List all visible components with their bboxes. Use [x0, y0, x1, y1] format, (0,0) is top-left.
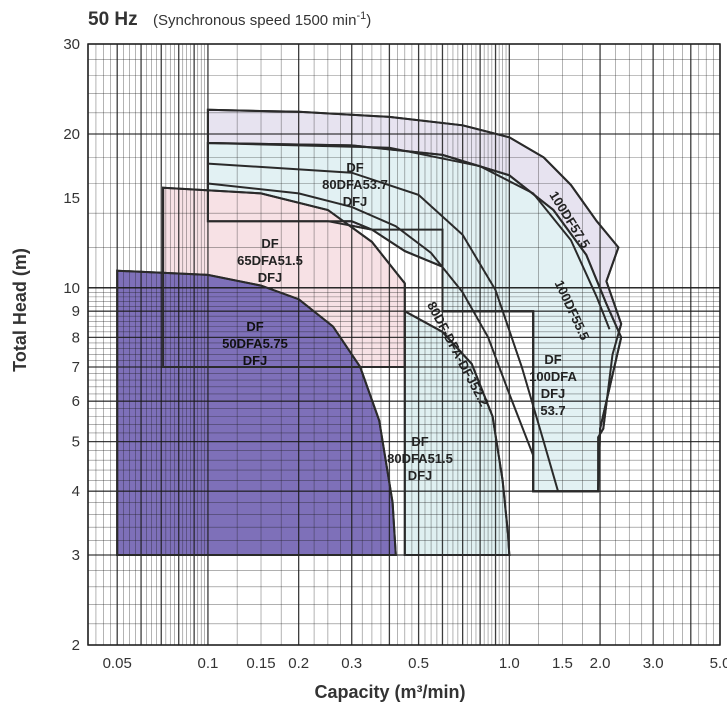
- y-tick-label: 7: [72, 359, 80, 376]
- y-tick-label: 3: [72, 547, 80, 564]
- x-tick-label: 3.0: [643, 655, 664, 672]
- y-tick-label: 8: [72, 329, 80, 346]
- x-tick-label: 0.3: [341, 655, 362, 672]
- region-label-line: DFJ: [343, 194, 368, 209]
- operating-region-outline-1: [206, 141, 623, 493]
- y-tick-label: 30: [63, 36, 80, 53]
- y-tick-label: 4: [72, 483, 80, 500]
- x-tick-label: 5.0: [710, 655, 727, 672]
- y-axis-label: Total Head (m): [10, 248, 30, 372]
- operating-region-outline-0: [206, 108, 623, 493]
- x-tick-label: 1.5: [552, 655, 573, 672]
- y-tick-label: 15: [63, 190, 80, 207]
- operating-region-outline-4: [116, 269, 397, 556]
- region-label-line: 100DFA: [529, 369, 577, 384]
- y-tick-label: 2: [72, 637, 80, 654]
- x-tick-label: 1.0: [499, 655, 520, 672]
- plot-frame: [87, 43, 721, 646]
- grid-layer: [87, 43, 721, 646]
- pump-curve-0: [207, 182, 535, 456]
- curves-layer: [207, 142, 611, 492]
- region-label-line: 50DFA5.75: [222, 336, 288, 351]
- y-tick-label: 20: [63, 126, 80, 143]
- region-label-line: 53.7: [540, 403, 565, 418]
- y-tick-label: 6: [72, 393, 80, 410]
- region-label-line: 65DFA51.5: [237, 253, 303, 268]
- region-label-line: DFJ: [243, 353, 268, 368]
- ticks-layer: 0.05 0.1 0.15 0.2 0.3 0.5 1.0 1.5 2.0 3.0 5.0 2 3 4 5 6…: [63, 36, 727, 672]
- region-label-line: DF: [544, 352, 561, 367]
- operating-region-outline-2: [162, 186, 406, 368]
- y-tick-label: 9: [72, 303, 80, 320]
- region-label-line: DFJ: [408, 468, 433, 483]
- region-label-line: 80DFA53.7: [322, 177, 388, 192]
- region-label-line: DF: [411, 434, 428, 449]
- x-tick-label: 0.1: [198, 655, 219, 672]
- operating-region-outline-3: [403, 309, 511, 556]
- x-tick-label: 2.0: [590, 655, 611, 672]
- x-tick-label: 0.2: [288, 655, 309, 672]
- y-tick-label: 10: [63, 280, 80, 297]
- pump-curve-2: [207, 142, 611, 330]
- y-tick-label: 5: [72, 434, 80, 451]
- pump-curve-1: [207, 162, 559, 492]
- region-label-line: DF: [246, 319, 263, 334]
- region-label-line: 80DFA51.5: [387, 451, 453, 466]
- region-label-line: DFJ: [258, 270, 283, 285]
- region-label-line: DF: [346, 160, 363, 175]
- chart-title: 50 Hz: [88, 9, 138, 30]
- region-label-line: DF: [261, 236, 278, 251]
- x-axis-label: Capacity (m³/min): [314, 682, 465, 702]
- region-label-line: DFJ: [541, 386, 566, 401]
- x-tick-label: 0.5: [408, 655, 429, 672]
- x-tick-label: 0.15: [246, 655, 275, 672]
- chart-subtitle: (Synchronous speed 1500 min-1): [153, 10, 371, 29]
- x-tick-label: 0.05: [103, 655, 132, 672]
